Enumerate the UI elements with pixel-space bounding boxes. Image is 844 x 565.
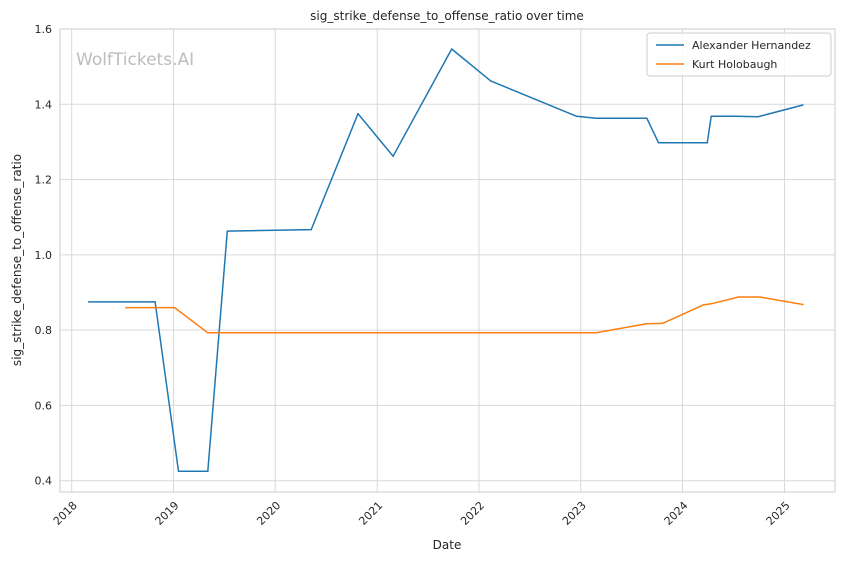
data-point-kurt-holobaugh <box>125 306 127 309</box>
legend-label-kurt-holobaugh: Kurt Holobaugh <box>692 58 777 71</box>
chart-title: sig_strike_defense_to_offense_ratio over… <box>310 9 584 23</box>
data-point-kurt-holobaugh <box>646 322 648 325</box>
y-tick-label: 0.4 <box>35 475 53 488</box>
data-point-alexander-hernandez <box>646 117 648 119</box>
data-point-kurt-holobaugh <box>207 332 209 334</box>
data-point-alexander-hernandez <box>575 115 578 118</box>
y-tick-label: 1.4 <box>35 98 53 111</box>
data-point-alexander-hernandez <box>392 155 394 157</box>
data-point-alexander-hernandez <box>735 115 738 118</box>
data-point-alexander-hernandez <box>802 104 804 106</box>
data-point-alexander-hernandez <box>710 115 712 118</box>
legend-label-alexander-hernandez: Alexander Hernandez <box>692 39 811 52</box>
data-point-kurt-holobaugh <box>173 306 176 309</box>
data-point-kurt-holobaugh <box>759 296 761 298</box>
data-point-kurt-holobaugh <box>802 303 804 306</box>
y-axis-label: sig_strike_defense_to_offense_ratio <box>10 154 24 366</box>
data-point-kurt-holobaugh <box>702 304 705 306</box>
y-tick-label: 0.8 <box>35 324 53 337</box>
data-point-alexander-hernandez <box>657 141 660 144</box>
x-axis-label: Date <box>433 538 462 552</box>
data-point-alexander-hernandez <box>154 301 156 303</box>
data-point-alexander-hernandez <box>357 112 359 115</box>
data-point-kurt-holobaugh <box>737 296 740 298</box>
watermark-text: WolfTickets.AI <box>76 50 194 70</box>
y-tick-label: 0.6 <box>35 399 53 412</box>
data-point-alexander-hernandez <box>177 470 180 473</box>
data-point-kurt-holobaugh <box>710 303 712 305</box>
plot-frame <box>59 28 836 493</box>
data-point-alexander-hernandez <box>489 80 492 82</box>
series-layer <box>87 48 804 473</box>
data-point-alexander-hernandez <box>706 141 709 144</box>
grid <box>60 28 835 492</box>
data-point-alexander-hernandez <box>207 470 209 473</box>
data-point-alexander-hernandez <box>595 117 597 119</box>
y-tick-label: 1.0 <box>35 249 53 262</box>
y-tick-label: 1.2 <box>35 174 53 187</box>
data-point-kurt-holobaugh <box>661 322 664 325</box>
legend-box <box>646 32 832 77</box>
y-tick-label: 1.6 <box>35 23 53 36</box>
data-point-alexander-hernandez <box>310 228 312 231</box>
data-point-alexander-hernandez <box>87 301 90 303</box>
data-point-kurt-holobaugh <box>595 332 597 334</box>
data-point-alexander-hernandez <box>450 48 453 50</box>
data-point-alexander-hernandez <box>226 230 229 232</box>
legend: Alexander Hernandez Kurt Holobaugh <box>646 32 832 77</box>
data-point-alexander-hernandez <box>757 115 759 118</box>
